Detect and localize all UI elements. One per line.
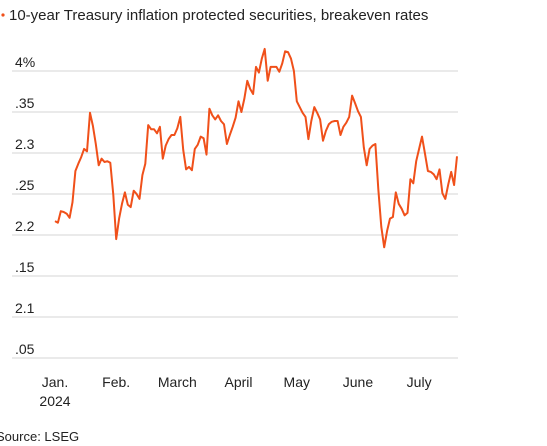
y-tick-label: .05 — [15, 341, 35, 357]
y-tick-label: .35 — [15, 95, 35, 111]
y-tick-label: 4% — [15, 54, 35, 70]
x-tick-label: April — [225, 374, 253, 390]
x-tick-label: May — [284, 374, 310, 390]
chart-title: 10-year Treasury inflation protected sec… — [9, 7, 428, 24]
x-sublabel: 2024 — [39, 393, 70, 409]
y-tick-label: .25 — [15, 177, 35, 193]
y-tick-label: 2.3 — [15, 136, 35, 152]
x-tick-label: March — [158, 374, 197, 390]
data-line — [54, 47, 458, 249]
title-bullet — [1, 13, 5, 17]
source: Source: LSEG — [0, 429, 79, 444]
y-tick-label: .15 — [15, 259, 35, 275]
x-tick-label: Jan. — [42, 374, 68, 390]
y-tick-label: 2.1 — [15, 300, 35, 316]
y-tick-label: 2.2 — [15, 218, 35, 234]
x-tick-label: Feb. — [102, 374, 130, 390]
x-tick-label: June — [343, 374, 374, 390]
x-tick-label: July — [407, 374, 432, 390]
